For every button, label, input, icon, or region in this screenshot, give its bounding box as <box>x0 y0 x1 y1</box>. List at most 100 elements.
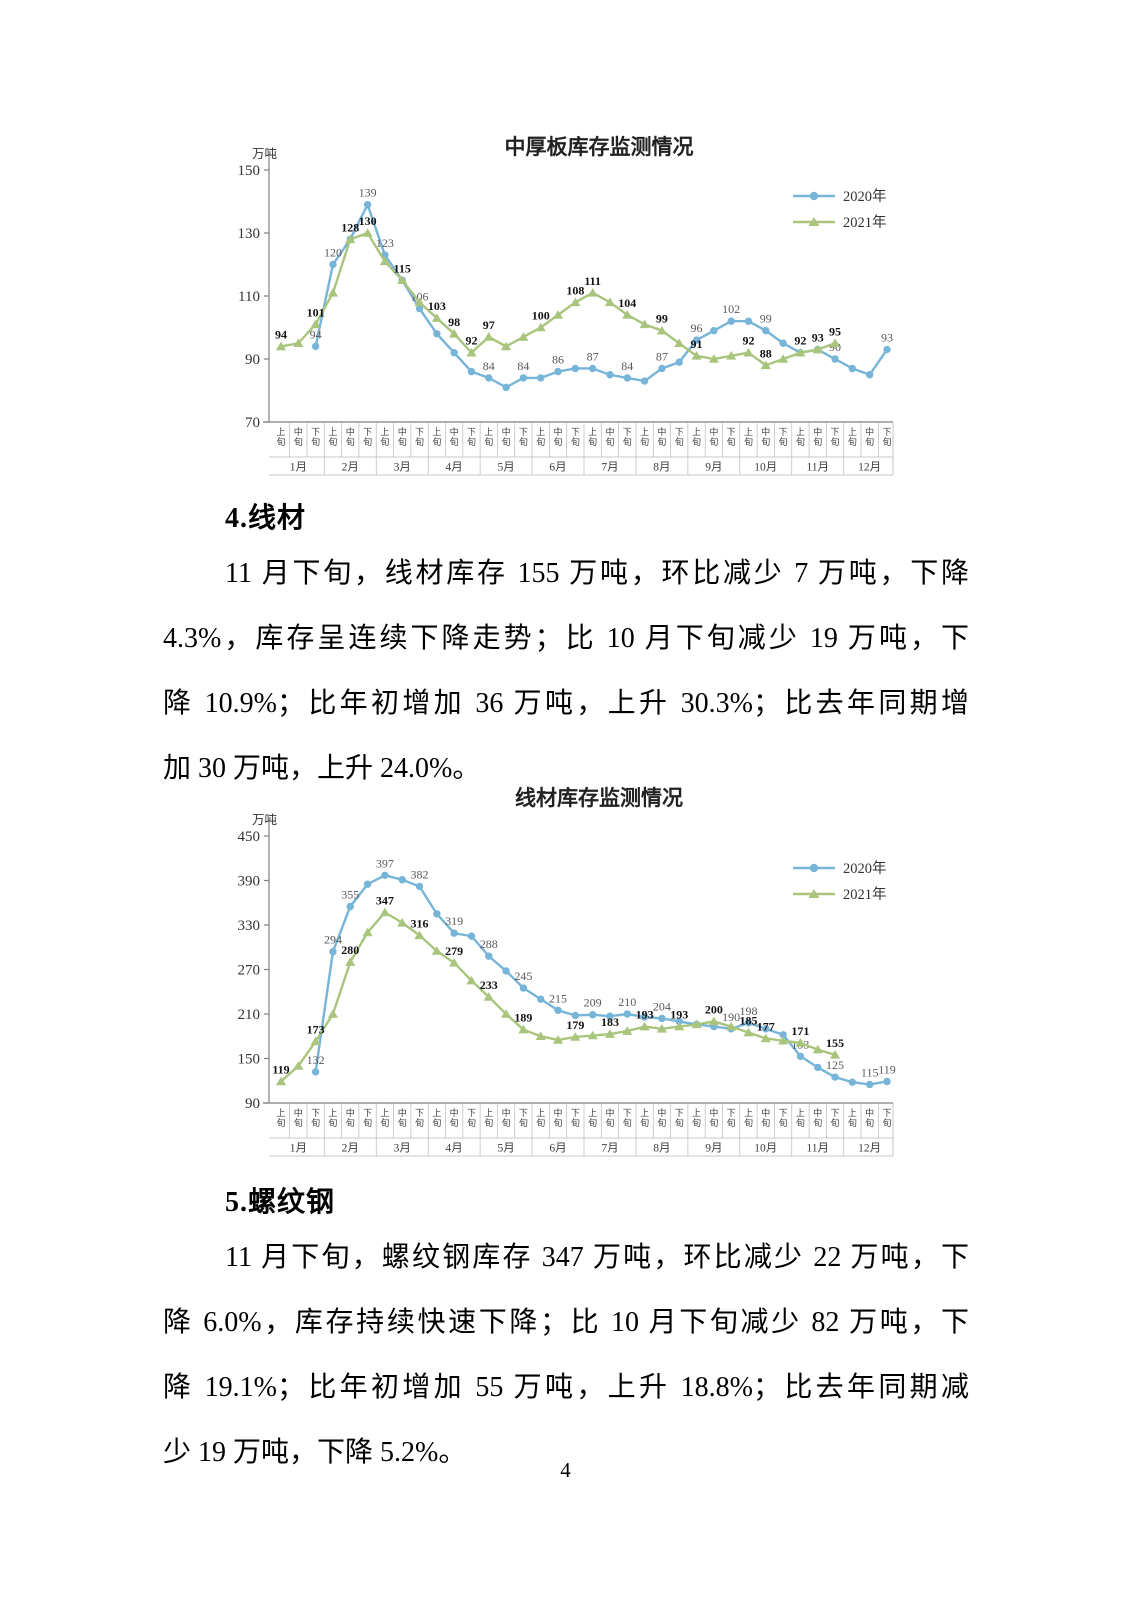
data-point-triangle-marker <box>379 256 390 266</box>
series-2021年 <box>275 228 841 370</box>
data-point-circle-marker <box>796 1052 805 1060</box>
x-axis-period-label: 中旬 <box>657 1107 666 1128</box>
data-point-triangle-marker <box>587 1030 598 1040</box>
data-point-triangle-marker <box>327 288 339 297</box>
data-point-triangle-marker <box>639 1021 650 1031</box>
data-label: 189 <box>514 1011 532 1025</box>
paragraph-line: 少 19 万吨，下降 5.2%。 <box>163 1437 467 1468</box>
x-axis-period-label: 上旬 <box>640 427 649 447</box>
data-point-circle-marker <box>502 967 510 975</box>
data-point-circle-marker <box>329 948 337 956</box>
legend-label: 2020年 <box>843 188 887 205</box>
data-point-triangle-marker <box>431 313 442 322</box>
data-point-triangle-marker <box>795 347 806 357</box>
data-point-circle-marker <box>762 326 770 335</box>
data-point-triangle-marker <box>518 332 529 341</box>
x-axis-period-label: 中旬 <box>294 1107 303 1128</box>
x-axis-period-label: 上旬 <box>276 1108 285 1128</box>
data-point-circle-marker <box>363 880 372 888</box>
x-axis-month-label: 10月 <box>754 1143 777 1155</box>
y-axis-tick-label: 150 <box>238 163 261 179</box>
paragraph-line: 4.3%，库存呈连续下降走势；比 10 月下旬减少 19 万吨，下 <box>163 623 969 654</box>
x-axis-period-label: 中旬 <box>605 426 614 447</box>
x-axis-period-label: 上旬 <box>640 1108 649 1128</box>
data-label: 119 <box>272 1062 289 1076</box>
x-axis-month-label: 4月 <box>446 462 463 474</box>
x-axis-period-label: 下旬 <box>727 1108 736 1128</box>
data-point-triangle-marker <box>310 319 321 329</box>
data-point-circle-marker <box>865 1080 874 1089</box>
paragraph-line: 降 6.0%，库存持续快速下降；比 10 月下旬减少 82 万吨，下 <box>163 1307 969 1338</box>
y-axis-tick-label: 150 <box>238 1052 261 1068</box>
data-point-triangle-marker <box>483 992 494 1001</box>
x-axis-month-label: 4月 <box>446 1143 463 1155</box>
legend-entry: 2021年 <box>793 886 887 903</box>
x-axis-period-label: 下旬 <box>882 427 891 447</box>
x-axis-period-label: 下旬 <box>415 427 424 447</box>
data-label: 94 <box>310 327 322 341</box>
x-axis-month-label: 9月 <box>705 462 722 474</box>
data-point-circle-marker <box>675 1017 683 1026</box>
data-point-triangle-marker <box>275 1076 287 1086</box>
data-label: 104 <box>618 296 636 310</box>
data-point-circle-marker <box>381 871 389 880</box>
x-axis-month-label: 11月 <box>806 462 829 474</box>
data-point-triangle-marker <box>345 234 356 244</box>
x-axis: 上旬中旬下旬上旬中旬下旬上旬中旬下旬上旬中旬下旬上旬中旬下旬上旬中旬下旬上旬中旬… <box>263 421 894 476</box>
x-axis-month-label: 6月 <box>549 1143 566 1155</box>
data-point-circle-marker <box>519 374 528 382</box>
data-point-triangle-marker <box>691 351 702 360</box>
x-axis-period-label: 上旬 <box>380 1108 389 1128</box>
y-axis-tick-label: 130 <box>238 226 261 242</box>
y-axis-tick-label: 330 <box>238 918 261 934</box>
x-axis-period-label: 下旬 <box>675 1108 684 1128</box>
x-axis-period-label: 上旬 <box>692 427 701 447</box>
data-label: 92 <box>742 334 754 348</box>
data-label: 84 <box>517 359 529 373</box>
x-axis-period-label: 下旬 <box>727 427 736 447</box>
series-2020年 <box>311 200 891 392</box>
data-label: 193 <box>636 1008 654 1022</box>
data-point-circle-marker <box>675 358 683 366</box>
chart-title: 线材库存监测情况 <box>515 786 683 810</box>
x-axis-month-label: 7月 <box>601 462 618 474</box>
section-4-heading: 4.线材 <box>225 503 307 534</box>
legend-entry: 2021年 <box>793 214 887 231</box>
data-point-circle-marker <box>571 1011 580 1020</box>
data-point-triangle-marker <box>587 288 598 297</box>
x-axis-month-label: 8月 <box>653 1143 670 1155</box>
x-axis-period-label: 上旬 <box>744 1108 753 1128</box>
data-point-circle-marker <box>848 1078 857 1086</box>
x-axis-period-label: 下旬 <box>882 1108 891 1128</box>
data-point-circle-marker <box>606 1012 614 1020</box>
x-axis: 上旬中旬下旬上旬中旬下旬上旬中旬下旬上旬中旬下旬上旬中旬下旬上旬中旬下旬上旬中旬… <box>263 1102 894 1157</box>
data-label: 204 <box>653 999 671 1013</box>
chart-svg: 中厚板库存监测情况万吨1501301109070上旬中旬下旬上旬中旬下旬上旬中旬… <box>238 135 894 476</box>
x-axis-period-label: 下旬 <box>831 427 840 447</box>
data-point-triangle-marker <box>604 297 616 307</box>
data-point-circle-marker <box>467 367 476 376</box>
data-point-circle-marker <box>502 383 510 392</box>
x-axis-period-label: 中旬 <box>657 426 666 447</box>
data-point-triangle-marker <box>379 907 390 917</box>
chart-svg: 线材库存监测情况万吨45039033027021015090上旬中旬下旬上旬中旬… <box>238 786 896 1157</box>
legend-circle-marker-icon <box>809 863 819 873</box>
x-axis-month-label: 5月 <box>497 1143 514 1155</box>
x-axis-month-label: 12月 <box>858 462 881 474</box>
data-label: 139 <box>359 186 377 200</box>
data-point-circle-marker <box>779 339 787 347</box>
x-axis-period-label: 上旬 <box>692 1108 701 1128</box>
x-axis-period-label: 中旬 <box>502 426 511 447</box>
data-label: 100 <box>532 309 550 323</box>
data-point-circle-marker <box>311 342 320 351</box>
data-point-circle-marker <box>588 1011 597 1019</box>
data-point-circle-marker <box>485 374 493 382</box>
data-point-triangle-marker <box>483 332 494 341</box>
data-point-triangle-marker <box>760 360 771 370</box>
data-point-triangle-marker <box>622 310 633 319</box>
data-point-triangle-marker <box>778 1035 789 1045</box>
legend-label: 2021年 <box>843 214 887 231</box>
data-label: 94 <box>275 327 287 341</box>
